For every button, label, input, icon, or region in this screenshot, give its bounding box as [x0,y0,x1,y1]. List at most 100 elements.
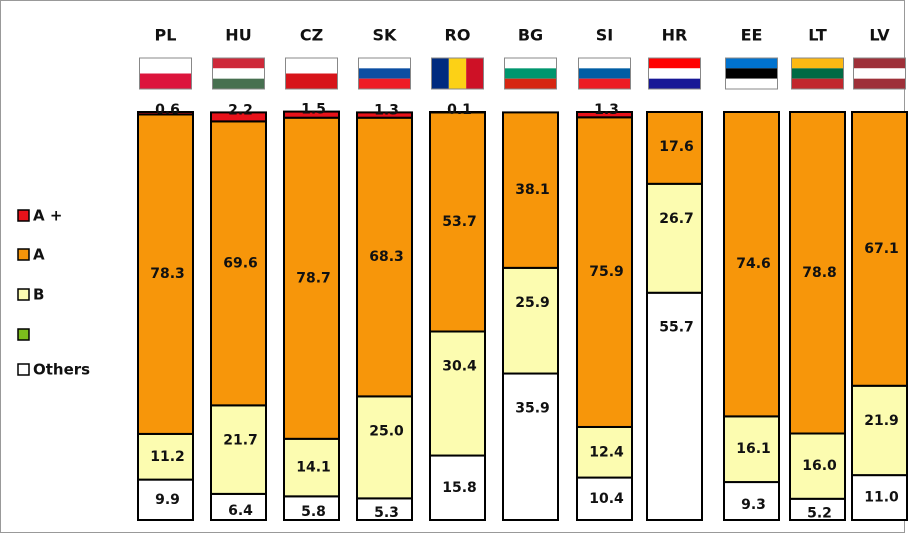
flag-stripe [791,58,844,69]
legend-swatch [17,209,30,222]
value-label: 6.4 [228,503,253,519]
flag-border [853,57,906,90]
flag-stripe [725,78,778,89]
bar-segment [429,111,486,333]
value-label: 1.5 [301,102,326,118]
bar-segment [576,425,633,479]
bar-segment [356,116,413,398]
value-label: 16.1 [736,441,771,457]
value-label: 78.7 [296,270,331,286]
flag-stripe [504,78,557,89]
bar-segment [789,432,846,500]
bar-segment [137,111,194,116]
value-label: 11.0 [864,490,899,506]
value-label: 12.4 [589,444,624,460]
value-label: 30.4 [442,359,477,375]
value-label: 74.6 [736,256,771,272]
flag-stripe [358,68,411,79]
flag-stripe [285,58,338,74]
flag-stripe [791,68,844,79]
country-label: RO [445,26,471,45]
flag-stripe [648,68,701,79]
bar-segment [210,120,267,407]
value-label: 26.7 [659,211,694,227]
legend-swatch [17,363,30,376]
bar-segment [356,111,413,119]
flag-stripe [853,68,906,79]
flag-stripe [448,58,467,89]
flag-border [791,57,844,90]
country-label: CZ [300,26,323,45]
flag-border [358,57,411,90]
flag-border [431,57,484,90]
flag-border [285,57,338,90]
bar-segment [723,415,780,484]
flag-border [139,57,192,90]
bar-segment [576,476,633,521]
bar-segment [723,111,780,418]
value-label: 1.3 [594,102,619,118]
value-label: 55.7 [659,320,694,336]
value-label: 9.3 [741,497,766,513]
bar-segment [210,111,267,123]
bar-segment [283,110,340,119]
country-label: EE [741,26,763,45]
value-label: 14.1 [296,460,331,476]
bar-segment [723,481,780,521]
value-label: 0.6 [155,102,180,118]
value-label: 25.9 [515,295,550,311]
country-label: SK [373,26,398,45]
country-label: BG [518,26,543,45]
country-label: LV [869,26,890,45]
flag-stripe [648,58,701,69]
value-label: 5.3 [374,505,399,521]
flag-stripe [139,73,192,89]
country-label: HU [225,26,251,45]
legend-swatch [17,328,30,341]
bar-segment [502,372,559,522]
bar-segment [646,291,703,521]
legend-swatch [17,288,30,301]
value-label: 78.3 [150,266,185,282]
bar-segment [283,437,340,498]
bar-segment [851,111,908,387]
value-label: 0.1 [447,102,472,118]
flag-stripe [648,78,701,89]
value-label: 11.2 [150,449,185,465]
value-label: 67.1 [864,241,899,257]
country-label: HR [662,26,688,45]
bar-segment [210,492,267,521]
value-label: 17.6 [659,139,694,155]
country-label: LT [808,26,827,45]
flag-border [504,57,557,90]
bar-segment [429,330,486,457]
value-label: 9.9 [155,492,180,508]
bar-segment [851,384,908,477]
value-label: 25.0 [369,423,404,439]
flag-stripe [285,73,338,89]
value-label: 35.9 [515,401,550,417]
flag-stripe [431,58,449,89]
bar-segment [576,116,633,428]
flag-stripe [358,58,411,69]
legend-swatch [17,248,30,261]
value-label: 5.8 [301,504,326,520]
flag-stripe [212,68,265,79]
flag-stripe [504,58,557,69]
flag-border [725,57,778,90]
flag-stripe [578,78,631,89]
bar-segment [137,113,194,435]
bar-segment [646,182,703,294]
flag-stripe [853,78,906,89]
flag-stripe [725,58,778,69]
bar-segment [502,111,559,269]
value-label: 16.0 [802,458,837,474]
flag-border [212,57,265,90]
flag-border [648,57,701,90]
bar-segment [851,474,908,521]
value-label: 78.8 [802,265,837,281]
value-label: 2.2 [228,102,253,118]
legend-label: A + [33,207,62,225]
legend-label: B [33,286,44,304]
value-label: 1.3 [374,102,399,118]
